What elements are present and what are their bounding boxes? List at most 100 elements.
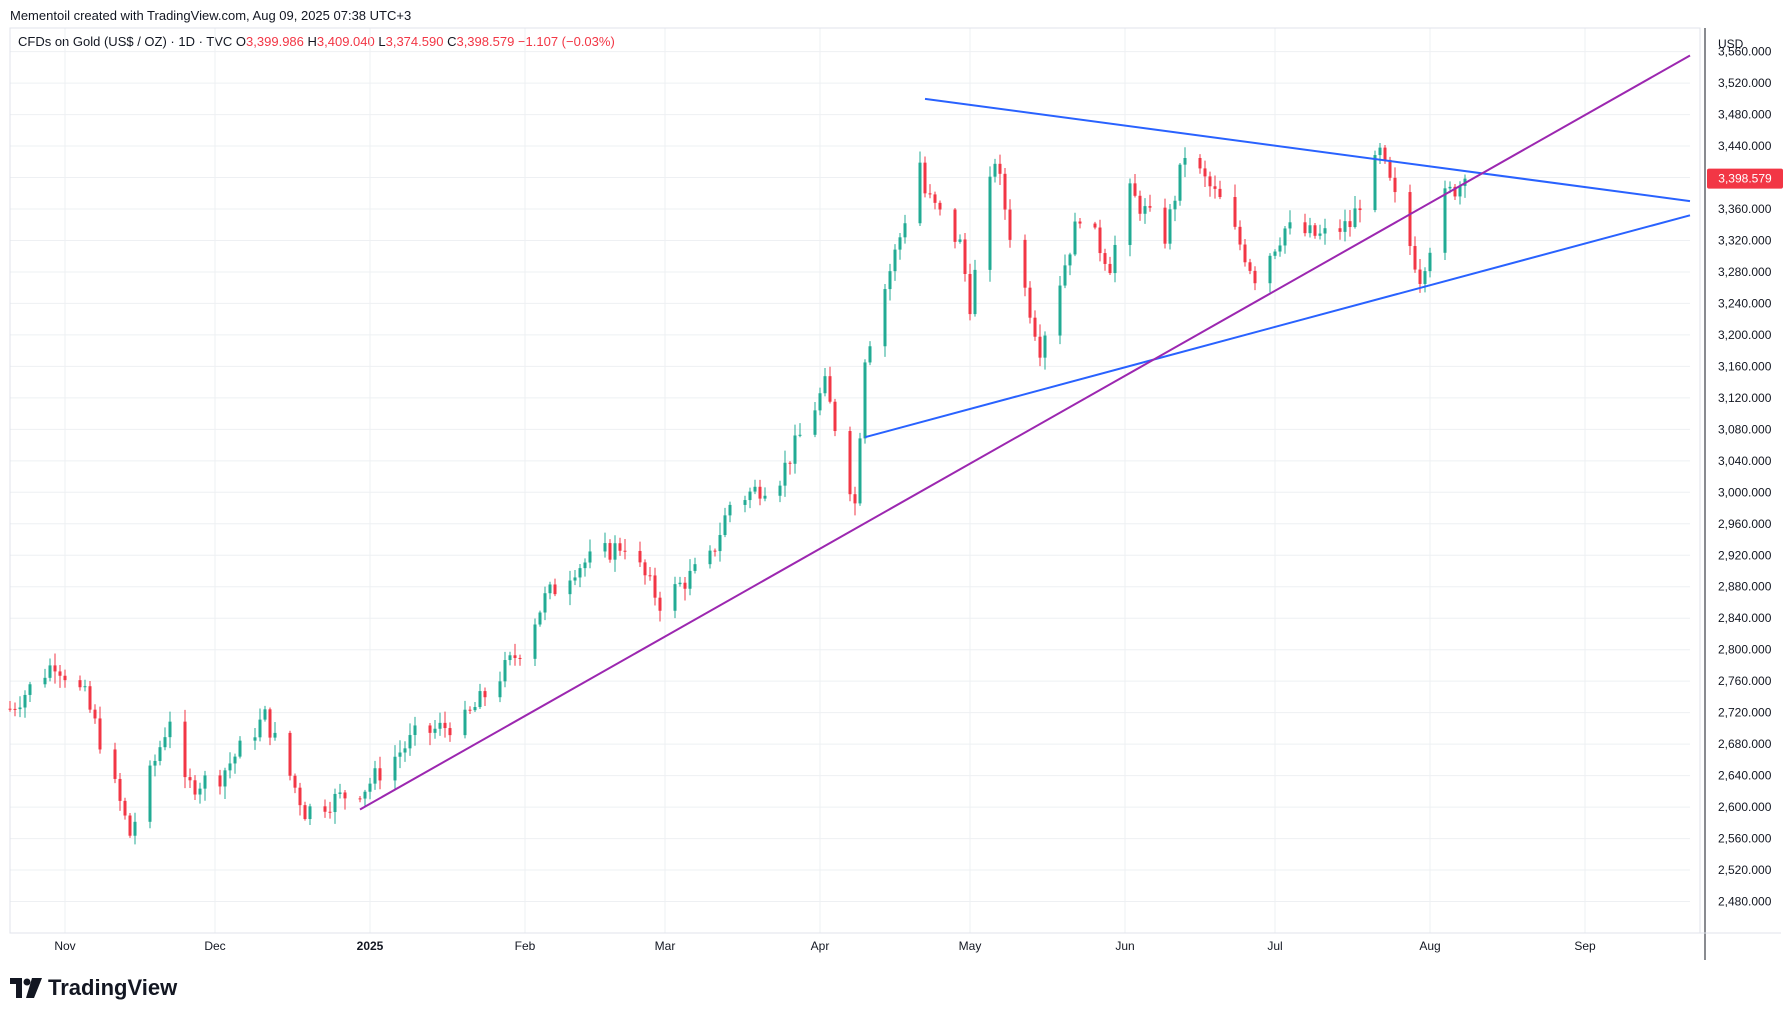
candle-body [548,584,552,594]
candle-body [268,709,272,738]
candle-body [403,748,407,753]
candle-body [1318,233,1322,236]
candle-body [723,515,727,536]
candle-body [898,237,902,250]
candle-body [1288,222,1292,229]
candle-body [358,798,362,800]
candle-body [148,765,152,822]
candle-body [1218,188,1222,198]
candle-body [1073,221,1077,255]
price-tick-label: 3,360.000 [1718,202,1772,216]
candle-body [483,691,487,698]
candle-body [1143,206,1147,214]
price-tick-label: 3,480.000 [1718,108,1772,122]
candle-body [998,163,1002,174]
candle-body [123,800,127,816]
candle-body [1358,208,1362,211]
price-tick-label: 2,680.000 [1718,737,1772,751]
candle-body [113,749,117,779]
price-tick-label: 2,640.000 [1718,769,1772,783]
candle-body [473,707,477,711]
candle-body [888,271,892,290]
candle-body [1253,270,1257,284]
candle-body [918,162,922,224]
price-axis[interactable]: USD 2,480.000 2,520.000 2,560.000 2,600.000… [1718,37,1772,909]
candle-body [1378,147,1382,156]
candle-body [588,551,592,563]
price-tick-label: 3,560.000 [1718,45,1772,59]
candle-body [643,562,647,576]
price-tick-label: 3,200.000 [1718,328,1772,342]
candle-body [1023,239,1027,288]
candle-body [308,806,312,820]
candle-body [1173,200,1177,210]
candle-body [758,486,762,499]
candle-body [93,709,97,719]
candle-body [938,202,942,210]
candle-body [438,722,442,729]
symbol-name[interactable]: CFDs on Gold (US$ / OZ) · 1D · TVC [18,34,233,49]
candle-body [1353,208,1357,228]
price-tick-label: 2,520.000 [1718,863,1772,877]
candle-body [1383,147,1387,160]
candle-body [1203,168,1207,177]
candle-body [858,438,862,504]
candle-body [163,737,167,748]
time-tick-label: Nov [54,939,75,953]
candle-body [718,535,722,552]
price-tick-label: 2,760.000 [1718,674,1772,688]
candle-body [713,550,717,552]
candle-body [1278,245,1282,252]
time-tick-label: Mar [655,939,676,953]
price-tick-label: 3,080.000 [1718,422,1772,436]
candles-group [8,142,1467,845]
candle-body [1163,207,1167,244]
candle-body [1268,255,1272,284]
candle-body [1273,251,1277,256]
candle-body [228,763,232,771]
lower-support-line[interactable] [864,214,1691,439]
rising-trendline[interactable] [359,54,1691,811]
candle-body [118,778,122,801]
candle-body [128,815,132,836]
candle-body [928,193,932,195]
candle-body [658,597,662,611]
candle-body [1388,159,1392,178]
time-axis[interactable]: Nov Dec 2025 Feb Mar Apr May Jun Jul Aug Sep [54,939,1596,953]
candle-body [1133,183,1137,196]
candle-body [818,393,822,411]
time-tick-label: Jul [1267,939,1282,953]
candle-body [153,760,157,766]
price-tick-label: 2,600.000 [1718,800,1772,814]
candle-body [498,681,502,698]
price-tick-label: 2,880.000 [1718,580,1772,594]
candle-body [823,376,827,394]
price-tick-label: 3,040.000 [1718,454,1772,468]
symbol-legend: CFDs on Gold (US$ / OZ) · 1D · TVC O3,39… [18,34,615,49]
currency-label: USD [1718,37,1744,51]
candle-body [618,543,622,551]
candle-body [263,709,267,720]
candle-body [198,788,202,795]
candle-body [953,209,957,242]
candle-body [688,570,692,589]
candle-body [133,821,137,836]
candle-body [748,491,752,501]
candle-body [778,485,782,496]
candle-body [58,671,62,676]
candle-body [848,431,852,495]
trendlines-group[interactable] [359,54,1691,811]
low-value: 3,374.590 [385,34,444,49]
price-tick-label: 3,160.000 [1718,359,1772,373]
candle-body [583,562,587,569]
candle-body [578,568,582,578]
candle-body [1093,223,1097,228]
tradingview-brand[interactable]: TradingView [10,975,177,1001]
candle-body [333,793,337,813]
upper-resistance-line[interactable] [924,97,1691,203]
candle-body [158,747,162,761]
candle-body [568,580,572,595]
price-tick-label: 2,560.000 [1718,832,1772,846]
candle-body [553,584,557,595]
